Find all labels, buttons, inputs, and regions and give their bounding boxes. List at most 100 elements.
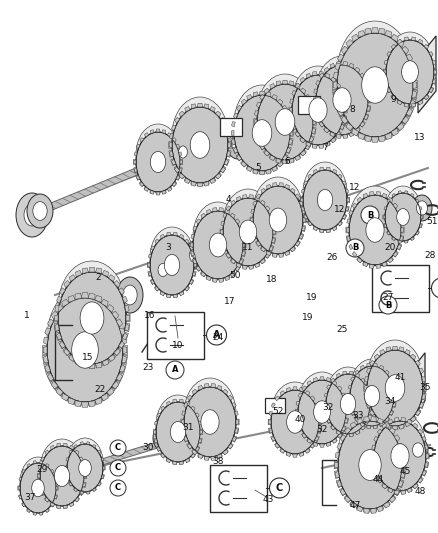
Polygon shape [46,508,49,512]
Polygon shape [108,354,116,361]
Polygon shape [389,427,395,434]
Polygon shape [283,155,287,160]
Polygon shape [365,385,369,390]
Polygon shape [386,424,391,429]
Polygon shape [426,453,429,459]
Polygon shape [364,114,368,119]
Polygon shape [345,122,353,131]
Polygon shape [223,449,229,455]
Polygon shape [39,465,42,470]
Polygon shape [383,215,385,219]
Polygon shape [424,94,429,100]
Ellipse shape [47,286,123,390]
Polygon shape [290,247,295,252]
Circle shape [431,278,438,298]
Polygon shape [155,286,159,291]
Polygon shape [220,166,226,173]
Polygon shape [272,238,275,243]
Ellipse shape [145,158,155,172]
Ellipse shape [172,97,228,173]
Polygon shape [410,63,415,70]
Polygon shape [309,136,314,143]
Polygon shape [46,509,49,512]
Polygon shape [324,127,329,133]
Polygon shape [172,182,176,187]
Polygon shape [418,478,423,483]
Polygon shape [67,397,75,404]
Polygon shape [346,189,349,193]
Polygon shape [136,154,180,162]
Ellipse shape [209,233,227,257]
Polygon shape [410,354,416,360]
Polygon shape [400,219,403,224]
Polygon shape [87,491,90,494]
Polygon shape [185,178,190,183]
Polygon shape [120,365,125,372]
Text: 11: 11 [242,244,254,253]
Polygon shape [166,294,171,297]
Circle shape [110,440,126,456]
Polygon shape [324,410,328,416]
Polygon shape [101,475,104,478]
Polygon shape [314,227,318,231]
Polygon shape [401,490,406,494]
Polygon shape [350,422,357,429]
Text: C: C [115,483,121,492]
Polygon shape [237,263,241,268]
Polygon shape [338,221,343,226]
Polygon shape [340,124,344,130]
Text: 50: 50 [229,271,241,279]
Polygon shape [74,359,82,365]
Polygon shape [185,286,190,291]
Polygon shape [397,100,402,105]
Polygon shape [304,215,307,219]
Ellipse shape [350,359,394,419]
Polygon shape [404,37,409,41]
Text: 40: 40 [294,416,306,424]
Text: 38: 38 [212,457,224,466]
Polygon shape [266,92,271,96]
Polygon shape [319,121,324,127]
Polygon shape [311,443,315,448]
Polygon shape [79,490,84,496]
Polygon shape [95,268,102,273]
Polygon shape [412,72,417,79]
Polygon shape [181,419,184,424]
Polygon shape [102,359,110,365]
Polygon shape [191,406,195,410]
Polygon shape [347,219,350,224]
Polygon shape [63,443,67,447]
Polygon shape [166,458,171,463]
Polygon shape [236,419,239,425]
Polygon shape [302,386,307,391]
Polygon shape [95,362,102,368]
Polygon shape [350,389,394,396]
Polygon shape [364,508,370,513]
Polygon shape [147,262,150,268]
Circle shape [379,296,397,314]
Polygon shape [348,385,351,390]
Polygon shape [207,209,211,214]
Ellipse shape [349,186,401,256]
Ellipse shape [386,40,434,104]
Polygon shape [338,174,342,179]
Polygon shape [302,225,306,232]
Polygon shape [337,443,342,450]
Polygon shape [411,37,416,41]
Polygon shape [346,227,349,233]
Polygon shape [43,346,47,353]
Ellipse shape [193,211,243,279]
Polygon shape [148,263,150,267]
Polygon shape [69,503,74,507]
Polygon shape [22,470,25,473]
Ellipse shape [374,412,426,482]
Polygon shape [144,187,149,191]
Polygon shape [255,240,261,246]
Polygon shape [398,443,403,450]
Ellipse shape [292,75,344,145]
Polygon shape [327,418,331,423]
Polygon shape [211,456,215,461]
Circle shape [166,361,184,379]
Polygon shape [298,426,302,432]
Polygon shape [286,147,291,154]
